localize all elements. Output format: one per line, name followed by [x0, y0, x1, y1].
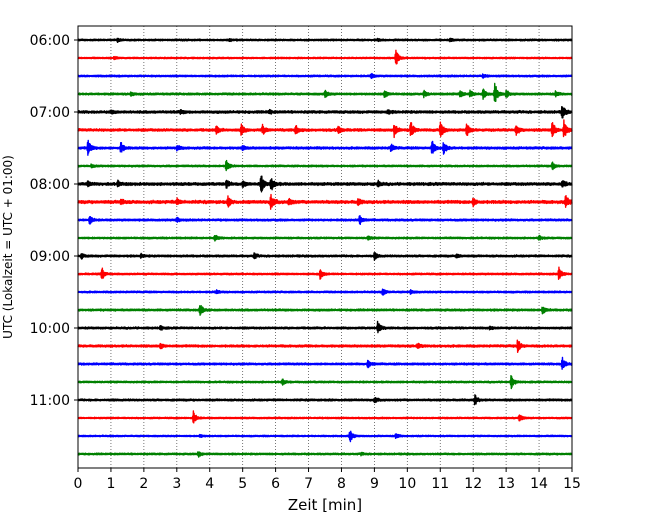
x-tick-label: 4: [205, 476, 214, 492]
x-tick-label: 6: [271, 476, 280, 492]
trace-0715: [77, 119, 573, 139]
x-tick-label: 13: [497, 476, 515, 492]
y-tick-label: 07:00: [30, 105, 70, 121]
trace-1030: [77, 356, 573, 370]
trace-1115: [77, 410, 573, 424]
trace-0945: [77, 305, 573, 316]
trace-0630: [77, 72, 573, 80]
trace-0915: [77, 266, 573, 280]
y-tick-label: 08:00: [30, 177, 70, 193]
trace-0645: [77, 82, 573, 102]
trace-0745: [77, 159, 573, 172]
x-tick-label: 7: [304, 476, 313, 492]
plot-frame: [77, 25, 573, 469]
x-axis-label: Zeit [min]: [288, 496, 362, 514]
x-tick-label: 15: [563, 476, 581, 492]
trace-1100: [77, 394, 573, 406]
y-axis-label: UTC (Lokalzeit = UTC + 01:00): [1, 155, 15, 339]
trace-1130: [77, 430, 573, 443]
x-tick-label: 0: [74, 476, 83, 492]
trace-1000: [77, 320, 573, 334]
x-tick-label: 8: [337, 476, 346, 492]
trace-0830: [77, 214, 573, 226]
x-tick-label: 3: [172, 476, 181, 492]
x-tick-label: 10: [398, 476, 416, 492]
seismogram-traces: [77, 37, 573, 458]
x-tick-label: 14: [530, 476, 548, 492]
x-tick-label: 1: [106, 476, 115, 492]
trace-0700: [77, 106, 573, 119]
y-tick-label: 10:00: [30, 321, 70, 337]
y-tick-label: 06:00: [30, 33, 70, 49]
x-tick-label: 5: [238, 476, 247, 492]
x-axis-ticks: 0 1 2 3 4 5 6 7 8 9 10 11 12 13 14 15: [74, 468, 581, 492]
y-axis-ticks: 06:00 07:00 08:00 09:00 10:00 11:00: [30, 33, 78, 409]
trace-0930: [77, 288, 573, 296]
trace-1045: [77, 374, 573, 390]
trace-0800: [77, 175, 573, 193]
trace-0730: [77, 139, 573, 156]
x-tick-label: 11: [431, 476, 449, 492]
y-tick-label: 09:00: [30, 249, 70, 265]
trace-0615: [77, 49, 573, 65]
y-tick-label: 11:00: [30, 393, 70, 409]
x-tick-label: 12: [464, 476, 482, 492]
trace-0600: [77, 37, 573, 44]
trace-1145: [77, 451, 573, 458]
x-tick-label: 9: [370, 476, 379, 492]
trace-0845: [77, 234, 573, 242]
trace-0815: [77, 193, 573, 210]
trace-1015: [77, 339, 573, 354]
trace-0900: [77, 251, 573, 261]
x-tick-label: 2: [139, 476, 148, 492]
